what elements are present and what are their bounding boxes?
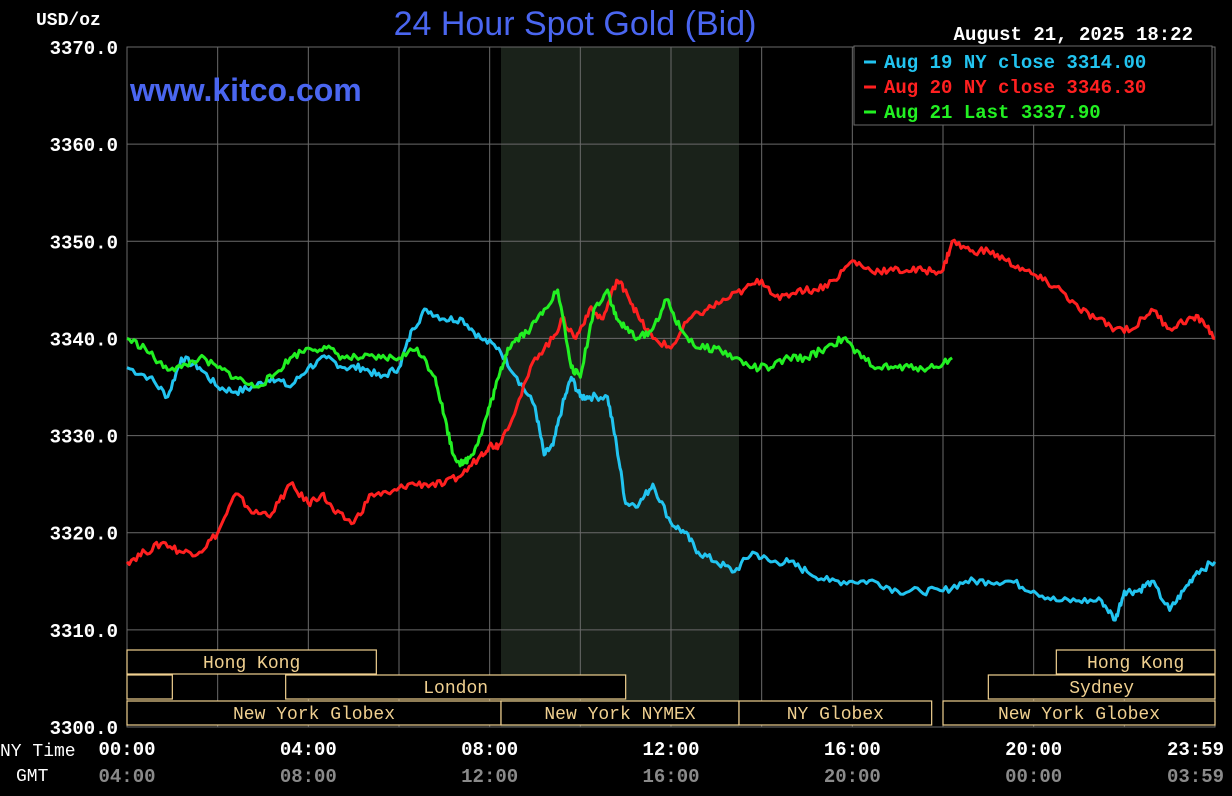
market-session-box (126, 700, 502, 726)
x-axis-ticks: 00:00 04:00 08:00 12:00 16:00 20:00 23:59 04:00… (98, 739, 1224, 788)
x-tick-label-ny: 08:00 (461, 739, 518, 761)
y-tick-label: 3310.0 (50, 621, 118, 643)
x-tick-label-gmt: 20:00 (824, 766, 881, 788)
legend-entry: Aug 21 Last 3337.90 (884, 102, 1101, 124)
y-tick-label: 3350.0 (50, 232, 118, 254)
market-session-label: New York Globex (998, 705, 1160, 725)
ny-time-label: NY Time (0, 742, 76, 762)
market-session-box (500, 700, 740, 726)
series-line-3 (126, 288, 953, 468)
market-session-label: NY Globex (787, 705, 884, 725)
market-session-box (942, 700, 1216, 726)
market-session-box (126, 674, 173, 700)
y-tick-label: 3370.0 (50, 38, 118, 60)
y-tick-label: 3360.0 (50, 135, 118, 157)
legend: Aug 19 NY close 3314.00 Aug 20 NY close 3… (864, 52, 1146, 124)
legend-box (853, 45, 1213, 126)
y-tick-label: 3320.0 (50, 524, 118, 546)
market-session-box (126, 649, 377, 675)
x-tick-label-gmt: 00:00 (1005, 766, 1062, 788)
market-session-box (738, 700, 933, 726)
x-tick-label-gmt: 16:00 (642, 766, 699, 788)
x-tick-label-ny: 00:00 (98, 739, 155, 761)
unit-label: USD/oz (36, 11, 101, 31)
nymex-session-shade (501, 47, 739, 727)
series-line-2 (125, 238, 1216, 566)
x-tick-label-ny: 20:00 (1005, 739, 1062, 761)
y-axis-ticks: 3370.0 3360.0 3350.0 3340.0 3330.0 3320.0 3310… (50, 38, 118, 740)
market-session-box (1055, 649, 1216, 675)
legend-entry: Aug 19 NY close 3314.00 (884, 52, 1146, 74)
x-tick-label-gmt: 12:00 (461, 766, 518, 788)
market-session-label: New York NYMEX (544, 705, 695, 725)
y-tick-label: 3330.0 (50, 427, 118, 449)
gmt-label: GMT (16, 767, 49, 787)
x-tick-label-ny: 16:00 (824, 739, 881, 761)
chart-title: 24 Hour Spot Gold (Bid) (394, 5, 757, 43)
x-tick-label-gmt: 03:59 (1167, 766, 1224, 788)
market-session-label: London (423, 679, 488, 699)
x-tick-label-gmt: 08:00 (280, 766, 337, 788)
grid-lines (126, 46, 1216, 728)
timestamp: August 21, 2025 18:22 (954, 24, 1193, 46)
x-tick-label-gmt: 04:00 (98, 766, 155, 788)
watermark: www.kitco.com (129, 72, 362, 108)
x-tick-label-ny: 23:59 (1167, 739, 1224, 761)
market-session-box (987, 674, 1216, 700)
market-session-box (285, 674, 627, 700)
y-tick-label: 3300.0 (50, 718, 118, 740)
market-session-label: Sydney (1069, 679, 1134, 699)
x-tick-label-ny: 04:00 (280, 739, 337, 761)
price-series (125, 238, 1217, 622)
market-sessions: Hong Kong London New York Globex New York N… (126, 649, 1216, 726)
market-session-label: Hong Kong (203, 654, 300, 674)
legend-entry: Aug 20 NY close 3346.30 (884, 77, 1146, 99)
market-session-label: New York Globex (233, 705, 395, 725)
market-session-label: Hong Kong (1087, 654, 1184, 674)
y-tick-label: 3340.0 (50, 329, 118, 351)
x-tick-label-ny: 12:00 (642, 739, 699, 761)
series-line-1 (126, 307, 1217, 622)
